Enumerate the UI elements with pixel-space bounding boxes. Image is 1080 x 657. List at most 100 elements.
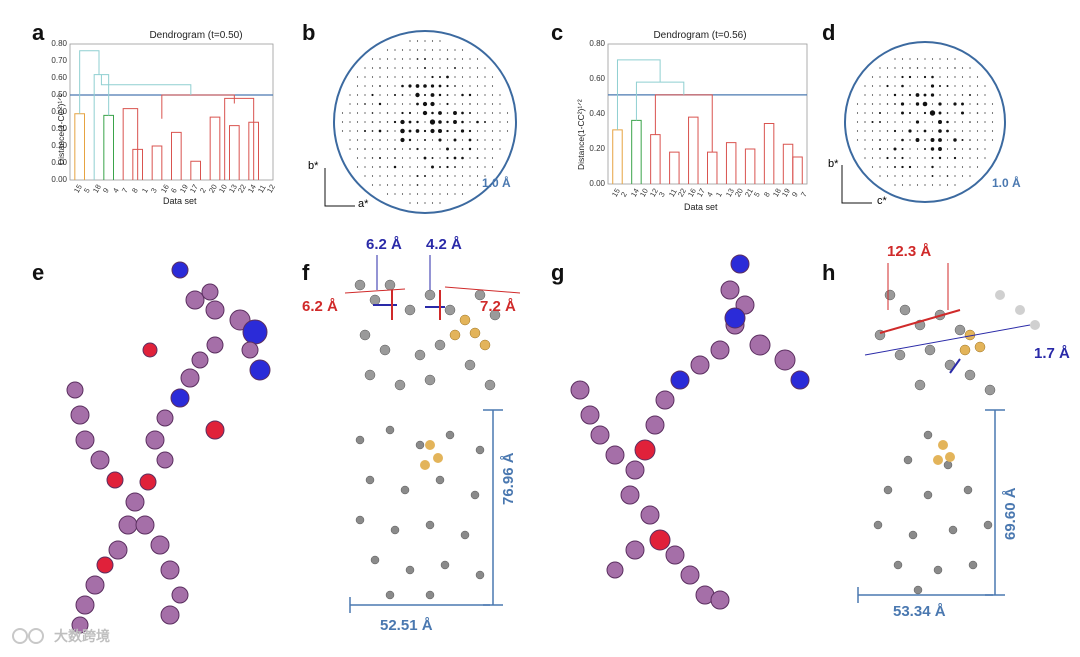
diffraction-spot bbox=[394, 184, 396, 186]
diffraction-spot bbox=[916, 58, 919, 60]
diffraction-spot bbox=[954, 76, 956, 78]
diffraction-spot bbox=[900, 102, 905, 106]
diffraction-spot bbox=[349, 130, 351, 132]
diffraction-spot bbox=[364, 85, 366, 87]
diffraction-spot bbox=[446, 184, 449, 186]
diffraction-spot bbox=[416, 174, 419, 178]
diffraction-spot bbox=[379, 121, 381, 123]
diffraction-spot bbox=[894, 157, 896, 159]
diffraction-spot bbox=[454, 85, 456, 87]
diffraction-spot bbox=[461, 85, 464, 87]
diffraction-spot bbox=[408, 84, 412, 88]
diffraction-spot bbox=[969, 130, 971, 132]
diffraction-spot bbox=[871, 103, 874, 105]
diffraction-spot bbox=[484, 121, 486, 123]
diffraction-spot bbox=[886, 103, 889, 105]
diffraction-spot bbox=[916, 85, 919, 87]
packing-h-dimension-lines bbox=[857, 409, 1005, 603]
diffraction-spot bbox=[438, 120, 442, 124]
diffraction-spot bbox=[446, 58, 449, 60]
diffraction-spot bbox=[446, 139, 449, 141]
diffraction-spot bbox=[909, 103, 911, 105]
diffraction-spot bbox=[461, 184, 464, 186]
diffraction-spot bbox=[409, 103, 411, 105]
diffraction-spot bbox=[461, 93, 464, 97]
diffraction-spot bbox=[364, 166, 366, 168]
diffraction-spot bbox=[499, 112, 501, 114]
dendrogram-link bbox=[161, 94, 235, 119]
diffraction-spot bbox=[901, 148, 904, 150]
diffraction-spot bbox=[401, 184, 404, 186]
diffraction-spot bbox=[929, 110, 936, 116]
molecule-e-structure bbox=[66, 261, 271, 634]
packing-f-arrows bbox=[344, 255, 521, 320]
diffraction-spot bbox=[416, 120, 419, 124]
diffraction-spot bbox=[976, 166, 979, 168]
diffraction-spot bbox=[431, 75, 434, 79]
diffraction-spot bbox=[371, 103, 374, 105]
diffraction-spot bbox=[879, 175, 881, 177]
dendrogram-link bbox=[122, 108, 139, 180]
diffraction-spot bbox=[939, 58, 941, 60]
diffraction-spot bbox=[386, 139, 389, 141]
diffraction-spot bbox=[446, 49, 449, 51]
panel-label-h: h bbox=[822, 260, 836, 285]
diffraction-spot bbox=[386, 112, 389, 114]
xtick-label: 9 bbox=[100, 186, 111, 195]
diffraction-spot bbox=[356, 85, 359, 87]
diffraction-spot bbox=[364, 139, 366, 141]
diffraction-spot bbox=[901, 67, 904, 69]
diffraction-spot bbox=[438, 84, 442, 88]
diffraction-spot bbox=[439, 67, 441, 69]
diffraction-spot bbox=[879, 148, 881, 150]
diffraction-spot bbox=[431, 67, 434, 69]
xtick-label: 5 bbox=[81, 186, 92, 195]
diffraction-spot bbox=[969, 166, 971, 168]
diffraction-spot bbox=[894, 175, 896, 177]
diffraction-spot bbox=[931, 75, 934, 79]
diffraction-spot bbox=[364, 103, 366, 105]
diffraction-spot bbox=[439, 184, 441, 186]
diffraction-spot bbox=[886, 112, 889, 114]
diffraction-spot bbox=[454, 58, 456, 60]
diffraction-spot bbox=[938, 111, 942, 115]
diffraction-spot bbox=[984, 139, 986, 141]
diffraction-spot bbox=[401, 67, 404, 69]
diffraction-spot bbox=[886, 175, 889, 177]
dendrogram-a-title: Dendrogram (t=0.50) bbox=[149, 30, 243, 41]
diffraction-spot bbox=[408, 111, 412, 115]
axis-lines bbox=[324, 168, 355, 207]
diffraction-spot bbox=[341, 112, 344, 114]
diffraction-spot bbox=[386, 130, 389, 132]
diffraction-spot bbox=[909, 58, 911, 60]
diffraction-spot bbox=[938, 138, 942, 142]
packing-f-measure-1: 6.2 Å bbox=[366, 236, 402, 253]
diffraction-spot bbox=[401, 193, 404, 195]
diffraction-spot bbox=[954, 175, 956, 177]
diffraction-spot bbox=[401, 49, 404, 51]
dendrogram-link bbox=[100, 74, 192, 95]
diffraction-spot bbox=[409, 76, 411, 78]
diffraction-spot bbox=[356, 112, 359, 114]
diffraction-spot bbox=[423, 84, 427, 88]
ytick-label: 0.80 bbox=[51, 39, 67, 48]
diffraction-spot bbox=[961, 157, 964, 159]
diffraction-spot bbox=[961, 121, 964, 123]
diffraction-spot bbox=[484, 175, 486, 177]
diffraction-spot bbox=[931, 67, 934, 69]
diffraction-spot bbox=[961, 102, 964, 106]
diffraction-spot bbox=[356, 139, 359, 141]
diffraction-spot bbox=[946, 67, 949, 69]
resolution-circle bbox=[333, 30, 517, 214]
diffraction-spot bbox=[431, 49, 434, 51]
diffraction-spot bbox=[476, 120, 479, 124]
diffraction-spot bbox=[446, 84, 449, 88]
diffraction-spot bbox=[416, 139, 419, 141]
diffraction-spot bbox=[476, 175, 479, 177]
diffraction-spot bbox=[953, 156, 957, 160]
diffraction-spot bbox=[954, 148, 956, 150]
diffraction-b-resolution: 1.0 Å bbox=[482, 176, 511, 190]
diffraction-spot bbox=[939, 166, 941, 168]
diffraction-spot bbox=[909, 67, 911, 69]
diffraction-spot bbox=[431, 139, 434, 141]
